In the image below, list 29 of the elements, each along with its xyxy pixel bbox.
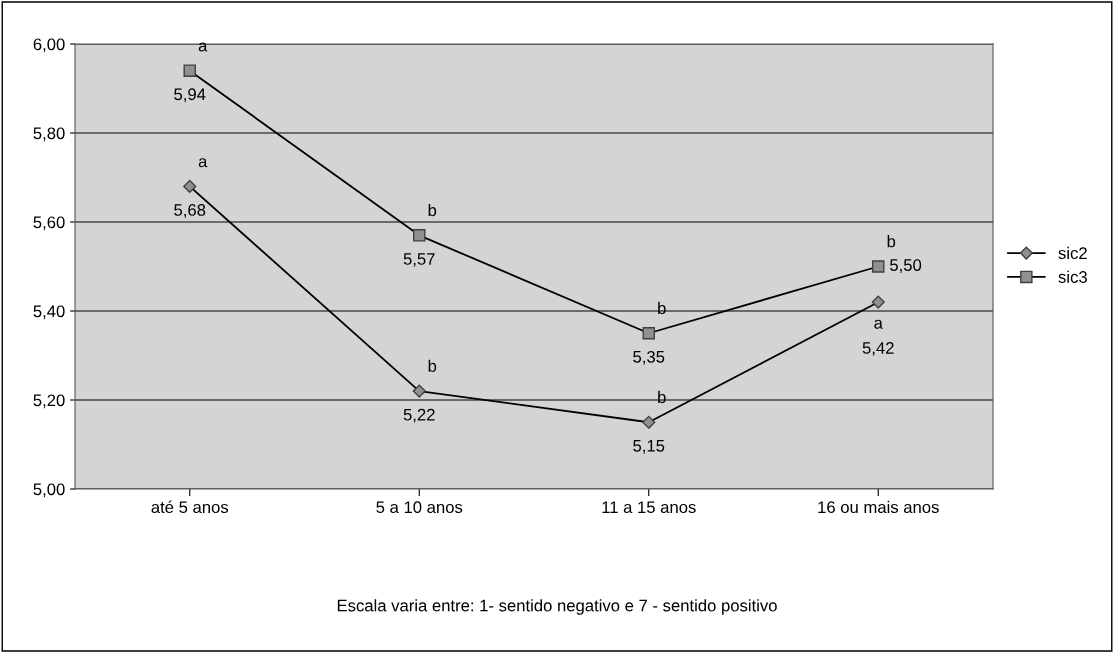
data-label: 5,94 [174,88,206,103]
x-tick-label: até 5 anos [151,500,229,514]
annotation: b [658,390,666,404]
y-tick-label: 5,40 [33,305,65,320]
y-tick-label: 5,20 [33,394,65,409]
y-tick-label: 5,80 [33,127,65,142]
legend-label: sic3 [1058,270,1087,283]
annotation: a [198,42,208,52]
annotation: a [874,319,883,329]
legend-label: sic2 [1058,246,1087,260]
data-label: 5,15 [633,440,665,454]
data-label: 5,50 [890,259,922,273]
annotation: b [658,301,666,315]
x-tick-label: 5 a 10 anos [376,501,463,514]
annotation: b [428,203,437,217]
data-label: 5,42 [862,341,894,356]
data-label: 5,57 [403,253,435,267]
x-tick-label: 11 a 15 anos [602,501,696,514]
data-label: 5,22 [403,408,435,423]
data-label: 5,35 [633,350,665,365]
annotation: b [887,235,896,248]
annotation: b [428,359,437,372]
y-tick-label: 6,00 [33,38,65,53]
annotation: a [198,158,208,168]
x-tick-label: 16 ou mais anos [818,500,939,514]
data-label: 5,68 [174,204,206,218]
text: Escala varia entre: 1- sentido negativo e 7 - sentido positivo [337,599,777,615]
y-tick-label: 5,00 [33,483,65,498]
y-tick-label: 5,60 [33,216,65,231]
